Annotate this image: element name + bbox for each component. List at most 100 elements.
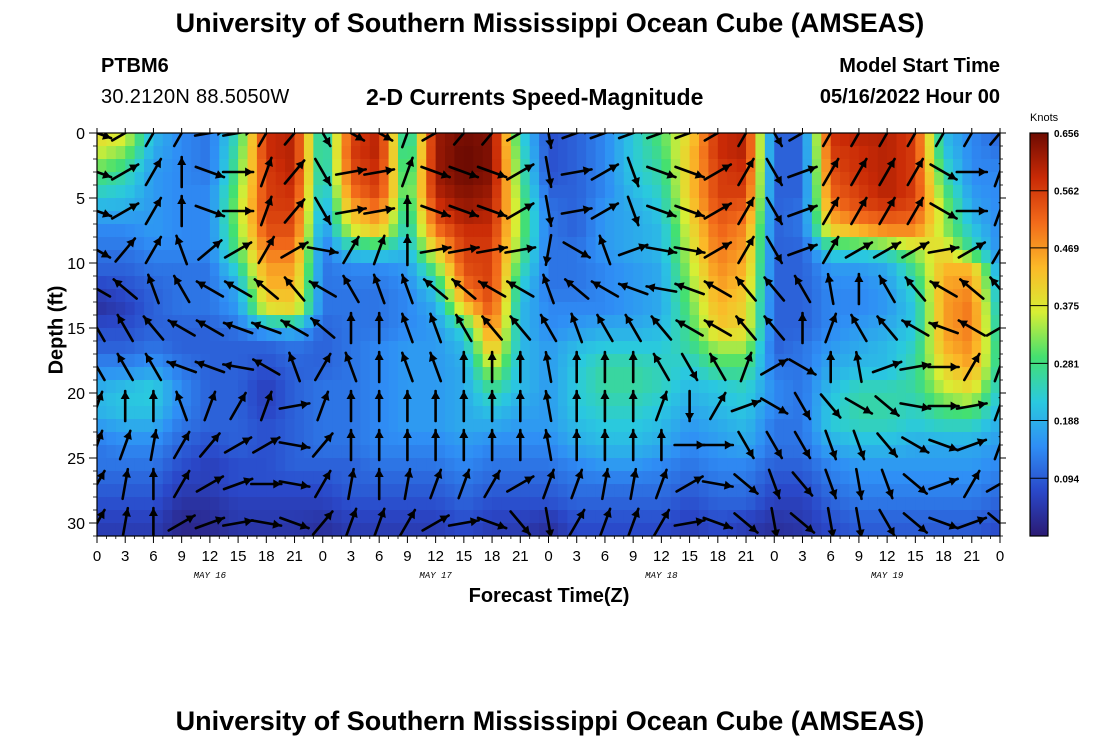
heatmap-cell: [858, 497, 869, 511]
heatmap-cell: [247, 367, 258, 381]
heatmap-cell: [680, 523, 691, 536]
heatmap-cell: [510, 432, 521, 446]
heatmap-cell: [595, 146, 606, 160]
heatmap-cell: [153, 146, 164, 160]
heatmap-cell: [764, 133, 775, 147]
heatmap-cell: [699, 289, 710, 303]
heatmap-cell: [623, 133, 634, 147]
heatmap-cell: [877, 497, 888, 511]
heatmap-cell: [764, 224, 775, 238]
heatmap-cell: [209, 341, 220, 355]
current-vector: [429, 468, 443, 500]
heatmap-cell: [670, 185, 681, 199]
current-vector: [374, 428, 384, 462]
heatmap-cell: [717, 276, 728, 290]
heatmap-cell: [200, 367, 211, 381]
heatmap-cell: [266, 341, 277, 355]
heatmap-cell: [388, 263, 399, 277]
heatmap-cell: [717, 484, 728, 498]
current-vector: [763, 315, 786, 341]
heatmap-cell: [191, 510, 202, 524]
heatmap-cell: [680, 198, 691, 212]
heatmap-cell: [811, 471, 822, 485]
heatmap-cell: [793, 354, 804, 368]
heatmap-cell: [783, 458, 794, 472]
heatmap-cell: [510, 172, 521, 186]
heatmap-cell: [97, 354, 108, 368]
heatmap-cell: [97, 224, 108, 238]
heatmap-cell: [256, 380, 267, 394]
heatmap-cell: [943, 523, 954, 536]
heatmap-cell: [172, 224, 183, 238]
heatmap-cell: [97, 406, 108, 420]
heatmap-cell: [209, 224, 220, 238]
heatmap-cell: [153, 302, 164, 316]
heatmap-cell: [981, 419, 992, 433]
heatmap-cell: [125, 224, 136, 238]
heatmap-cell: [962, 406, 973, 420]
current-vector: [674, 165, 706, 179]
heatmap-cell: [783, 263, 794, 277]
heatmap-cell: [238, 172, 249, 186]
heatmap-cell: [896, 458, 907, 472]
heatmap-cell: [708, 263, 719, 277]
heatmap-cell: [388, 315, 399, 329]
heatmap-cell: [746, 263, 757, 277]
heatmap-cell: [191, 172, 202, 186]
heatmap-cell: [228, 497, 239, 511]
heatmap-cell: [191, 302, 202, 316]
heatmap-cell: [717, 445, 728, 459]
heatmap-cell: [783, 484, 794, 498]
current-vector: [735, 315, 758, 341]
heatmap-cell: [379, 172, 390, 186]
heatmap-cell: [529, 250, 540, 264]
x-tick-label: 15: [456, 548, 473, 565]
heatmap-cell: [764, 146, 775, 160]
heatmap-cell: [445, 146, 456, 160]
heatmap-cell: [172, 458, 183, 472]
heatmap-cell: [990, 185, 1000, 199]
heatmap-cell: [821, 354, 832, 368]
heatmap-cell: [172, 289, 183, 303]
heatmap-cell: [134, 133, 145, 147]
heatmap-cell: [793, 302, 804, 316]
heatmap-cell: [379, 393, 390, 407]
heatmap-cell: [557, 289, 568, 303]
current-vector: [825, 272, 835, 306]
heatmap-cell: [228, 367, 239, 381]
heatmap-cell: [868, 341, 879, 355]
heatmap-cell: [746, 224, 757, 238]
current-vector: [821, 133, 833, 148]
heatmap-cell: [614, 354, 625, 368]
heatmap-cell: [106, 406, 117, 420]
heatmap-cell: [811, 315, 822, 329]
heatmap-cell: [492, 393, 503, 407]
current-vector: [422, 278, 449, 300]
heatmap-cell: [303, 250, 314, 264]
heatmap-cell: [238, 250, 249, 264]
current-vector: [708, 391, 727, 421]
current-vector: [97, 469, 106, 487]
heatmap-cell: [520, 224, 531, 238]
heatmap-cell: [633, 367, 644, 381]
heatmap-cell: [567, 432, 578, 446]
heatmap-cell: [350, 159, 361, 173]
heatmap-cell: [181, 380, 192, 394]
heatmap-cell: [548, 419, 559, 433]
heatmap-cell: [802, 159, 813, 173]
heatmap-cell: [416, 315, 427, 329]
heatmap-cell: [727, 497, 738, 511]
heatmap-cell: [501, 419, 512, 433]
heatmap-cell: [445, 172, 456, 186]
heatmap-cell: [623, 406, 634, 420]
heatmap-cell: [153, 406, 164, 420]
heatmap-cell: [896, 146, 907, 160]
heatmap-cell: [181, 393, 192, 407]
heatmap-cell: [407, 289, 418, 303]
heatmap-cell: [482, 341, 493, 355]
heatmap-cell: [746, 432, 757, 446]
heatmap-cell: [191, 419, 202, 433]
heatmap-cell: [369, 380, 380, 394]
heatmap-cell: [661, 523, 672, 536]
heatmap-cell: [172, 315, 183, 329]
